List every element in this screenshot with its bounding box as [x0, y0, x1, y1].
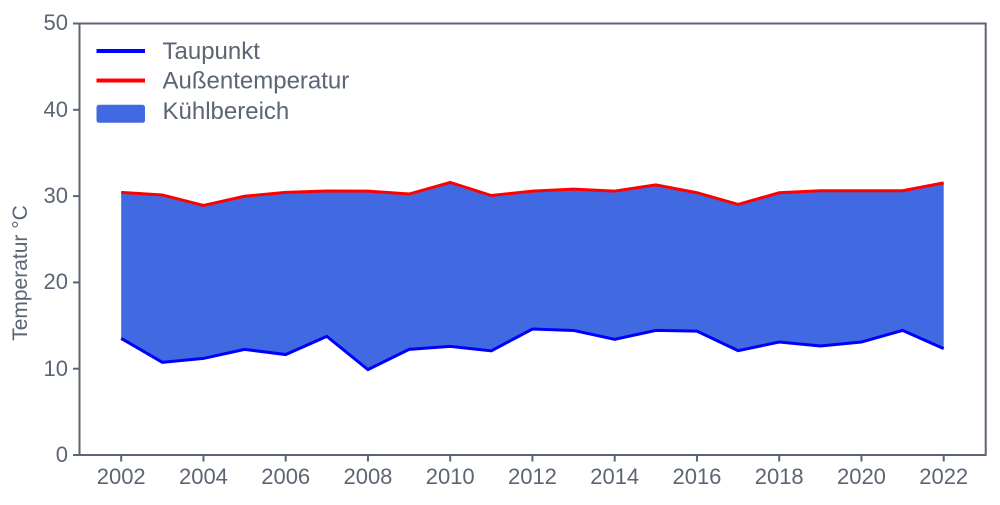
svg-text:Taupunkt: Taupunkt — [163, 38, 261, 65]
svg-text:Außentemperatur: Außentemperatur — [163, 68, 350, 95]
svg-text:2020: 2020 — [837, 464, 886, 489]
svg-text:Kühlbereich: Kühlbereich — [163, 98, 290, 125]
svg-text:2022: 2022 — [919, 464, 968, 489]
svg-text:0: 0 — [56, 442, 68, 467]
svg-text:2006: 2006 — [261, 464, 310, 489]
svg-text:2012: 2012 — [508, 464, 557, 489]
svg-text:30: 30 — [44, 183, 68, 208]
svg-text:2002: 2002 — [97, 464, 146, 489]
svg-text:2018: 2018 — [755, 464, 804, 489]
svg-text:2008: 2008 — [343, 464, 392, 489]
svg-text:2004: 2004 — [179, 464, 228, 489]
svg-text:2016: 2016 — [672, 464, 721, 489]
svg-text:20: 20 — [44, 269, 68, 294]
svg-text:50: 50 — [44, 10, 68, 35]
svg-text:2010: 2010 — [426, 464, 475, 489]
svg-text:40: 40 — [44, 97, 68, 122]
svg-text:2014: 2014 — [590, 464, 639, 489]
svg-text:10: 10 — [44, 356, 68, 381]
svg-text:Temperatur °C: Temperatur °C — [9, 205, 32, 341]
